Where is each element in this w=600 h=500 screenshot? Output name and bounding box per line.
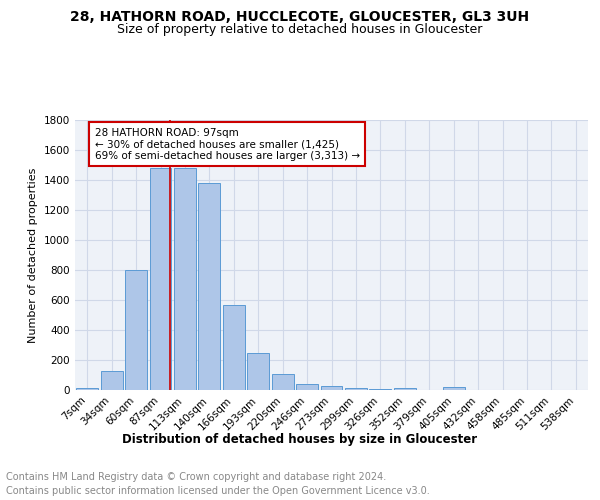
Text: 28 HATHORN ROAD: 97sqm
← 30% of detached houses are smaller (1,425)
69% of semi-: 28 HATHORN ROAD: 97sqm ← 30% of detached… xyxy=(95,128,359,160)
Text: 28, HATHORN ROAD, HUCCLECOTE, GLOUCESTER, GL3 3UH: 28, HATHORN ROAD, HUCCLECOTE, GLOUCESTER… xyxy=(70,10,530,24)
Bar xyxy=(272,374,293,390)
Bar xyxy=(125,270,147,390)
Bar xyxy=(247,353,269,390)
Text: Contains public sector information licensed under the Open Government Licence v3: Contains public sector information licen… xyxy=(6,486,430,496)
Bar xyxy=(174,168,196,390)
Bar xyxy=(394,388,416,390)
Bar xyxy=(101,370,122,390)
Bar xyxy=(320,386,343,390)
Bar xyxy=(370,388,391,390)
Text: Contains HM Land Registry data © Crown copyright and database right 2024.: Contains HM Land Registry data © Crown c… xyxy=(6,472,386,482)
Text: Size of property relative to detached houses in Gloucester: Size of property relative to detached ho… xyxy=(118,22,482,36)
Bar xyxy=(345,388,367,390)
Bar xyxy=(223,304,245,390)
Bar xyxy=(199,183,220,390)
Bar xyxy=(76,388,98,390)
Bar xyxy=(149,168,172,390)
Bar xyxy=(443,387,464,390)
Text: Distribution of detached houses by size in Gloucester: Distribution of detached houses by size … xyxy=(122,432,478,446)
Y-axis label: Number of detached properties: Number of detached properties xyxy=(28,168,38,342)
Bar xyxy=(296,384,318,390)
